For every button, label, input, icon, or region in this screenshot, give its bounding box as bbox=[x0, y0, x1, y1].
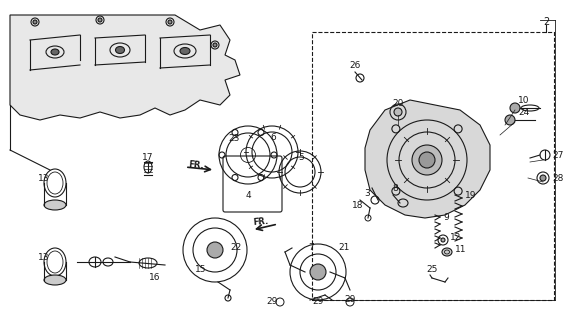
Text: 8: 8 bbox=[392, 183, 398, 193]
Text: 21: 21 bbox=[338, 243, 349, 252]
Text: 11: 11 bbox=[455, 245, 467, 254]
Text: 27: 27 bbox=[552, 150, 564, 159]
Text: 6: 6 bbox=[270, 132, 276, 141]
Circle shape bbox=[540, 175, 546, 181]
Text: 28: 28 bbox=[552, 173, 564, 182]
Ellipse shape bbox=[180, 47, 190, 54]
Ellipse shape bbox=[44, 275, 66, 285]
Circle shape bbox=[213, 43, 217, 47]
Text: FR.: FR. bbox=[188, 160, 204, 170]
Text: 7: 7 bbox=[308, 244, 314, 252]
Bar bbox=[312, 32, 554, 300]
Polygon shape bbox=[10, 15, 240, 120]
Text: 25: 25 bbox=[426, 266, 437, 275]
Circle shape bbox=[394, 108, 402, 116]
Text: 26: 26 bbox=[349, 60, 361, 69]
Ellipse shape bbox=[44, 200, 66, 210]
Text: 29: 29 bbox=[345, 294, 356, 303]
Circle shape bbox=[310, 264, 326, 280]
Text: 29: 29 bbox=[312, 298, 324, 307]
Text: 17: 17 bbox=[142, 153, 154, 162]
Text: 2: 2 bbox=[543, 17, 549, 27]
Polygon shape bbox=[365, 100, 490, 218]
Ellipse shape bbox=[51, 49, 59, 55]
Circle shape bbox=[168, 20, 172, 24]
Circle shape bbox=[510, 103, 520, 113]
Text: FR.: FR. bbox=[253, 217, 269, 227]
Circle shape bbox=[505, 115, 515, 125]
Text: 24: 24 bbox=[518, 108, 529, 116]
Text: 13: 13 bbox=[38, 252, 50, 261]
Text: 3: 3 bbox=[364, 188, 370, 197]
Text: 20: 20 bbox=[392, 99, 404, 108]
Text: 12: 12 bbox=[450, 233, 461, 242]
Circle shape bbox=[412, 145, 442, 175]
Ellipse shape bbox=[442, 248, 452, 256]
Text: 29: 29 bbox=[266, 298, 277, 307]
Text: 9: 9 bbox=[443, 213, 449, 222]
Circle shape bbox=[441, 238, 445, 242]
Text: 5: 5 bbox=[298, 153, 304, 162]
Circle shape bbox=[419, 152, 435, 168]
Text: 4: 4 bbox=[245, 190, 251, 199]
Text: 23: 23 bbox=[228, 133, 239, 142]
Circle shape bbox=[207, 242, 223, 258]
Text: 22: 22 bbox=[230, 243, 241, 252]
Text: 16: 16 bbox=[150, 274, 161, 283]
Ellipse shape bbox=[116, 46, 124, 53]
Text: 15: 15 bbox=[195, 266, 207, 275]
Circle shape bbox=[33, 20, 37, 24]
Text: 18: 18 bbox=[352, 201, 363, 210]
Text: 10: 10 bbox=[518, 95, 530, 105]
Circle shape bbox=[98, 18, 102, 22]
Text: 19: 19 bbox=[465, 190, 477, 199]
Text: 13: 13 bbox=[38, 173, 50, 182]
